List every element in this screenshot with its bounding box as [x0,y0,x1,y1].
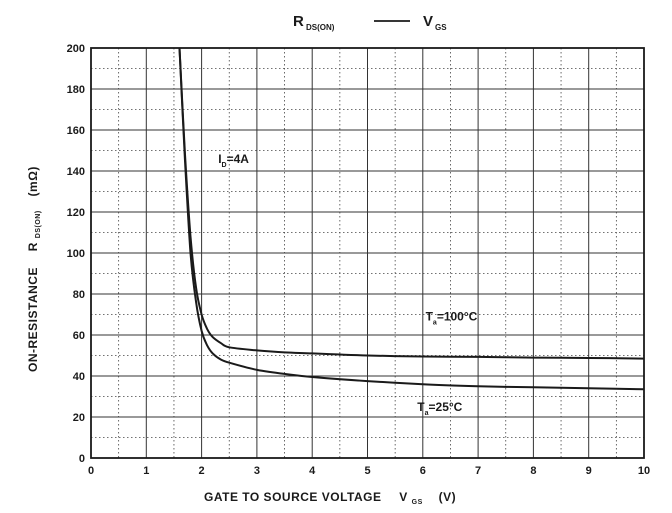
annotation-sub: D [222,162,227,169]
annotation-value: =100°C [437,310,478,324]
annotation-main: T [417,400,425,414]
x-axis-label-sub: GS [412,499,423,506]
annotation-2: Ta=100°C [426,310,478,327]
y-tick-label: 100 [67,248,85,260]
x-tick-label: 6 [420,465,426,477]
y-tick-labels: 0 20 40 60 80 100 120 140 160 180 200 [67,43,85,465]
major-grid [91,48,644,458]
x-axis-label-symbol: V [399,490,408,504]
x-tick-label: 9 [586,465,592,477]
y-axis-label: ON-RESISTANCE R DS(ON) (mΩ) [26,166,43,372]
y-tick-label: 60 [73,330,85,342]
series-line-1 [178,47,645,360]
x-tick-label: 1 [143,465,149,477]
annotation-sub: a [425,410,429,417]
y-tick-label: 180 [67,84,85,96]
title-right-main: V [423,13,433,30]
x-tick-label: 2 [199,465,205,477]
annotation-main: T [426,310,434,324]
y-tick-label: 140 [67,166,85,178]
x-tick-label: 10 [638,465,650,477]
series-line-2 [178,47,645,391]
x-tick-label: 3 [254,465,260,477]
y-tick-label: 160 [67,125,85,137]
chart-title: R DS(ON) V GS [293,13,447,32]
annotation-value: =4A [227,152,250,166]
x-tick-label: 5 [364,465,370,477]
plot-frame [90,47,645,459]
y-tick-label: 20 [73,412,85,424]
y-tick-label: 120 [67,207,85,219]
y-axis-label-sub: DS(ON) [35,210,42,238]
annotation-value: =25°C [429,400,463,414]
y-tick-label: 200 [67,43,85,55]
annotation-sub: a [433,320,437,327]
annotation-main: I [218,152,221,166]
annotation-3: Ta=25°C [417,400,462,417]
series-layer [178,47,645,391]
title-right-sub: GS [435,23,447,32]
x-tick-label: 8 [530,465,536,477]
y-tick-label: 80 [73,289,85,301]
y-axis-label-main: ON-RESISTANCE [26,267,40,372]
y-tick-label: 40 [73,371,85,383]
x-tick-labels: 0 1 2 3 4 5 6 7 8 9 10 [88,465,650,477]
annotation-1: ID=4A [218,152,249,169]
y-tick-label: 0 [79,453,85,465]
title-left-sub: DS(ON) [306,23,335,32]
x-tick-label: 7 [475,465,481,477]
x-axis-label: GATE TO SOURCE VOLTAGE V GS (V) [204,490,456,507]
title-left-main: R [293,13,304,30]
y-axis-label-symbol: R [26,242,40,251]
y-axis-label-unit: (mΩ) [26,166,40,196]
x-axis-label-main: GATE TO SOURCE VOLTAGE [204,490,381,504]
x-tick-label: 0 [88,465,94,477]
x-axis-label-unit: (V) [439,490,457,504]
x-tick-label: 4 [309,465,316,477]
